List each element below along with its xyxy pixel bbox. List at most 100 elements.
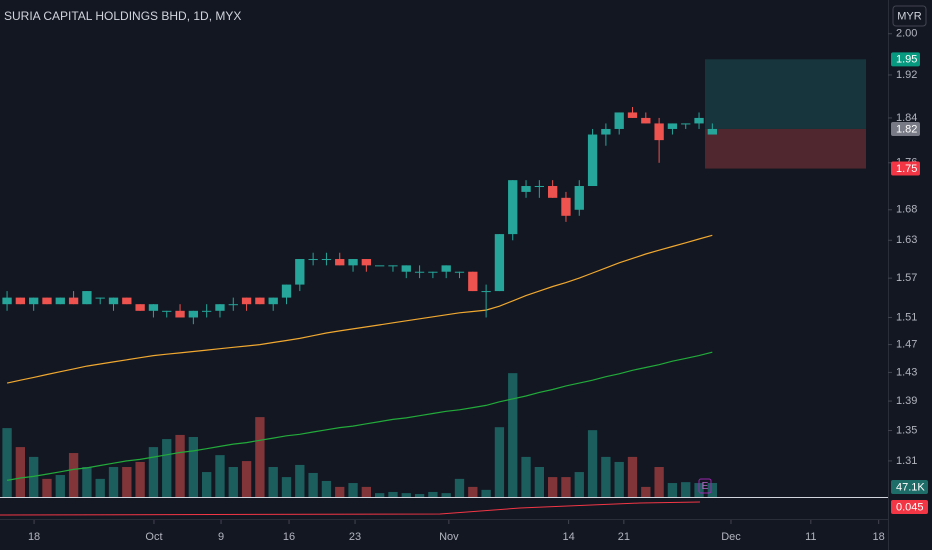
volume-bar (281, 477, 292, 497)
volume-bar (268, 467, 278, 497)
volume-bar (601, 456, 611, 497)
volume-bar (454, 478, 465, 497)
y-tick-label: 1.47 (896, 338, 917, 350)
volume-bar (521, 456, 531, 497)
candle-body (281, 284, 292, 298)
candle-body (148, 304, 159, 311)
candle-body (441, 265, 451, 272)
volume-bar (361, 486, 372, 497)
candle-body (454, 271, 465, 273)
volume-bar (441, 493, 451, 497)
volume-bar (614, 461, 624, 497)
volume-bar (707, 483, 718, 497)
y-tick-label: 1.31 (896, 455, 917, 467)
candle-body (361, 259, 372, 266)
y-tick-label: 1.43 (896, 366, 917, 378)
volume-bar (375, 493, 385, 497)
volume-bar (2, 428, 12, 497)
volume-bar (388, 491, 398, 497)
x-tick-label: 14 (562, 531, 574, 543)
candle-body (681, 123, 691, 125)
volume-label-box (891, 480, 928, 495)
volume-bar (55, 475, 65, 497)
volume-bar (148, 447, 159, 497)
candle-body (707, 128, 718, 135)
earnings-box (698, 478, 712, 494)
candle-body (335, 259, 345, 266)
volume-bar (175, 434, 185, 497)
candle-body (122, 297, 132, 305)
candle-body (494, 234, 505, 292)
volume-bar (135, 461, 145, 497)
volume-bar (228, 467, 238, 497)
candle-body (694, 117, 704, 124)
candle-body (15, 297, 26, 305)
y-tick-label: 1.84 (896, 112, 917, 124)
volume-bar (414, 494, 425, 497)
y-tick-label: 1.39 (896, 395, 917, 407)
candle-body (508, 180, 518, 235)
volume-bar (547, 477, 558, 497)
x-tick-label: Dec (721, 531, 741, 543)
candle-body (95, 297, 105, 299)
candle-body (574, 186, 584, 210)
candle-body (641, 117, 651, 124)
candle-body (601, 128, 611, 135)
stop-zone (705, 128, 866, 169)
volume-bar (508, 373, 518, 497)
candle-body (188, 310, 199, 318)
candle-body (388, 265, 398, 267)
price-label-box (891, 161, 920, 176)
indicator-line (0, 501, 701, 516)
indicator-label: 0.045 (896, 501, 924, 513)
volume-bar (241, 461, 252, 497)
volume-bar (308, 472, 318, 497)
price-label: 1.82 (896, 123, 917, 135)
volume-bar (428, 491, 438, 497)
x-tick-label: 11 (805, 531, 816, 543)
volume-bar (654, 467, 664, 497)
y-tick-label: 1.63 (896, 234, 917, 246)
candle-body (587, 134, 598, 187)
candle-body (2, 297, 12, 305)
candle-body (375, 265, 385, 267)
volume-bar (481, 489, 491, 497)
candle-body (521, 186, 531, 192)
y-tick-label: 2.00 (896, 28, 917, 40)
volume-bar (468, 486, 478, 497)
x-tick-label: Nov (439, 531, 459, 543)
candle-body (321, 259, 332, 261)
volume-bar (108, 467, 119, 497)
volume-bar (215, 455, 225, 497)
y-tick-label: 1.35 (896, 424, 917, 436)
candle-body (295, 259, 305, 285)
candle-body (108, 297, 119, 305)
chart-title: SURIA CAPITAL HOLDINGS BHD, 1D, MYX (4, 9, 241, 23)
volume-bar (627, 456, 638, 497)
price-label: 1.75 (896, 163, 917, 175)
candle-body (228, 304, 238, 306)
volume-bar (561, 477, 571, 497)
x-tick-label: 23 (349, 531, 361, 543)
candle-body (401, 265, 411, 272)
volume-bar (202, 472, 212, 497)
volume-bar (162, 439, 172, 497)
candle-body (614, 112, 624, 129)
candle-body (481, 291, 491, 293)
candle-body (348, 259, 358, 266)
currency-label[interactable]: MYR (897, 10, 922, 22)
target-zone (705, 59, 866, 129)
candle-body (654, 123, 664, 141)
x-tick-label: 16 (283, 531, 295, 543)
candle-body (547, 186, 558, 198)
currency-button[interactable] (892, 5, 927, 27)
candle-body (202, 310, 212, 312)
volume-bar (15, 447, 26, 497)
indicator-label-box (891, 500, 928, 514)
candle-body (667, 123, 678, 129)
volume-bar (321, 480, 332, 497)
x-tick-label: Oct (145, 531, 162, 543)
y-tick-label: 1.92 (896, 69, 917, 81)
candle-body (534, 186, 545, 188)
volume-bar (641, 486, 651, 497)
